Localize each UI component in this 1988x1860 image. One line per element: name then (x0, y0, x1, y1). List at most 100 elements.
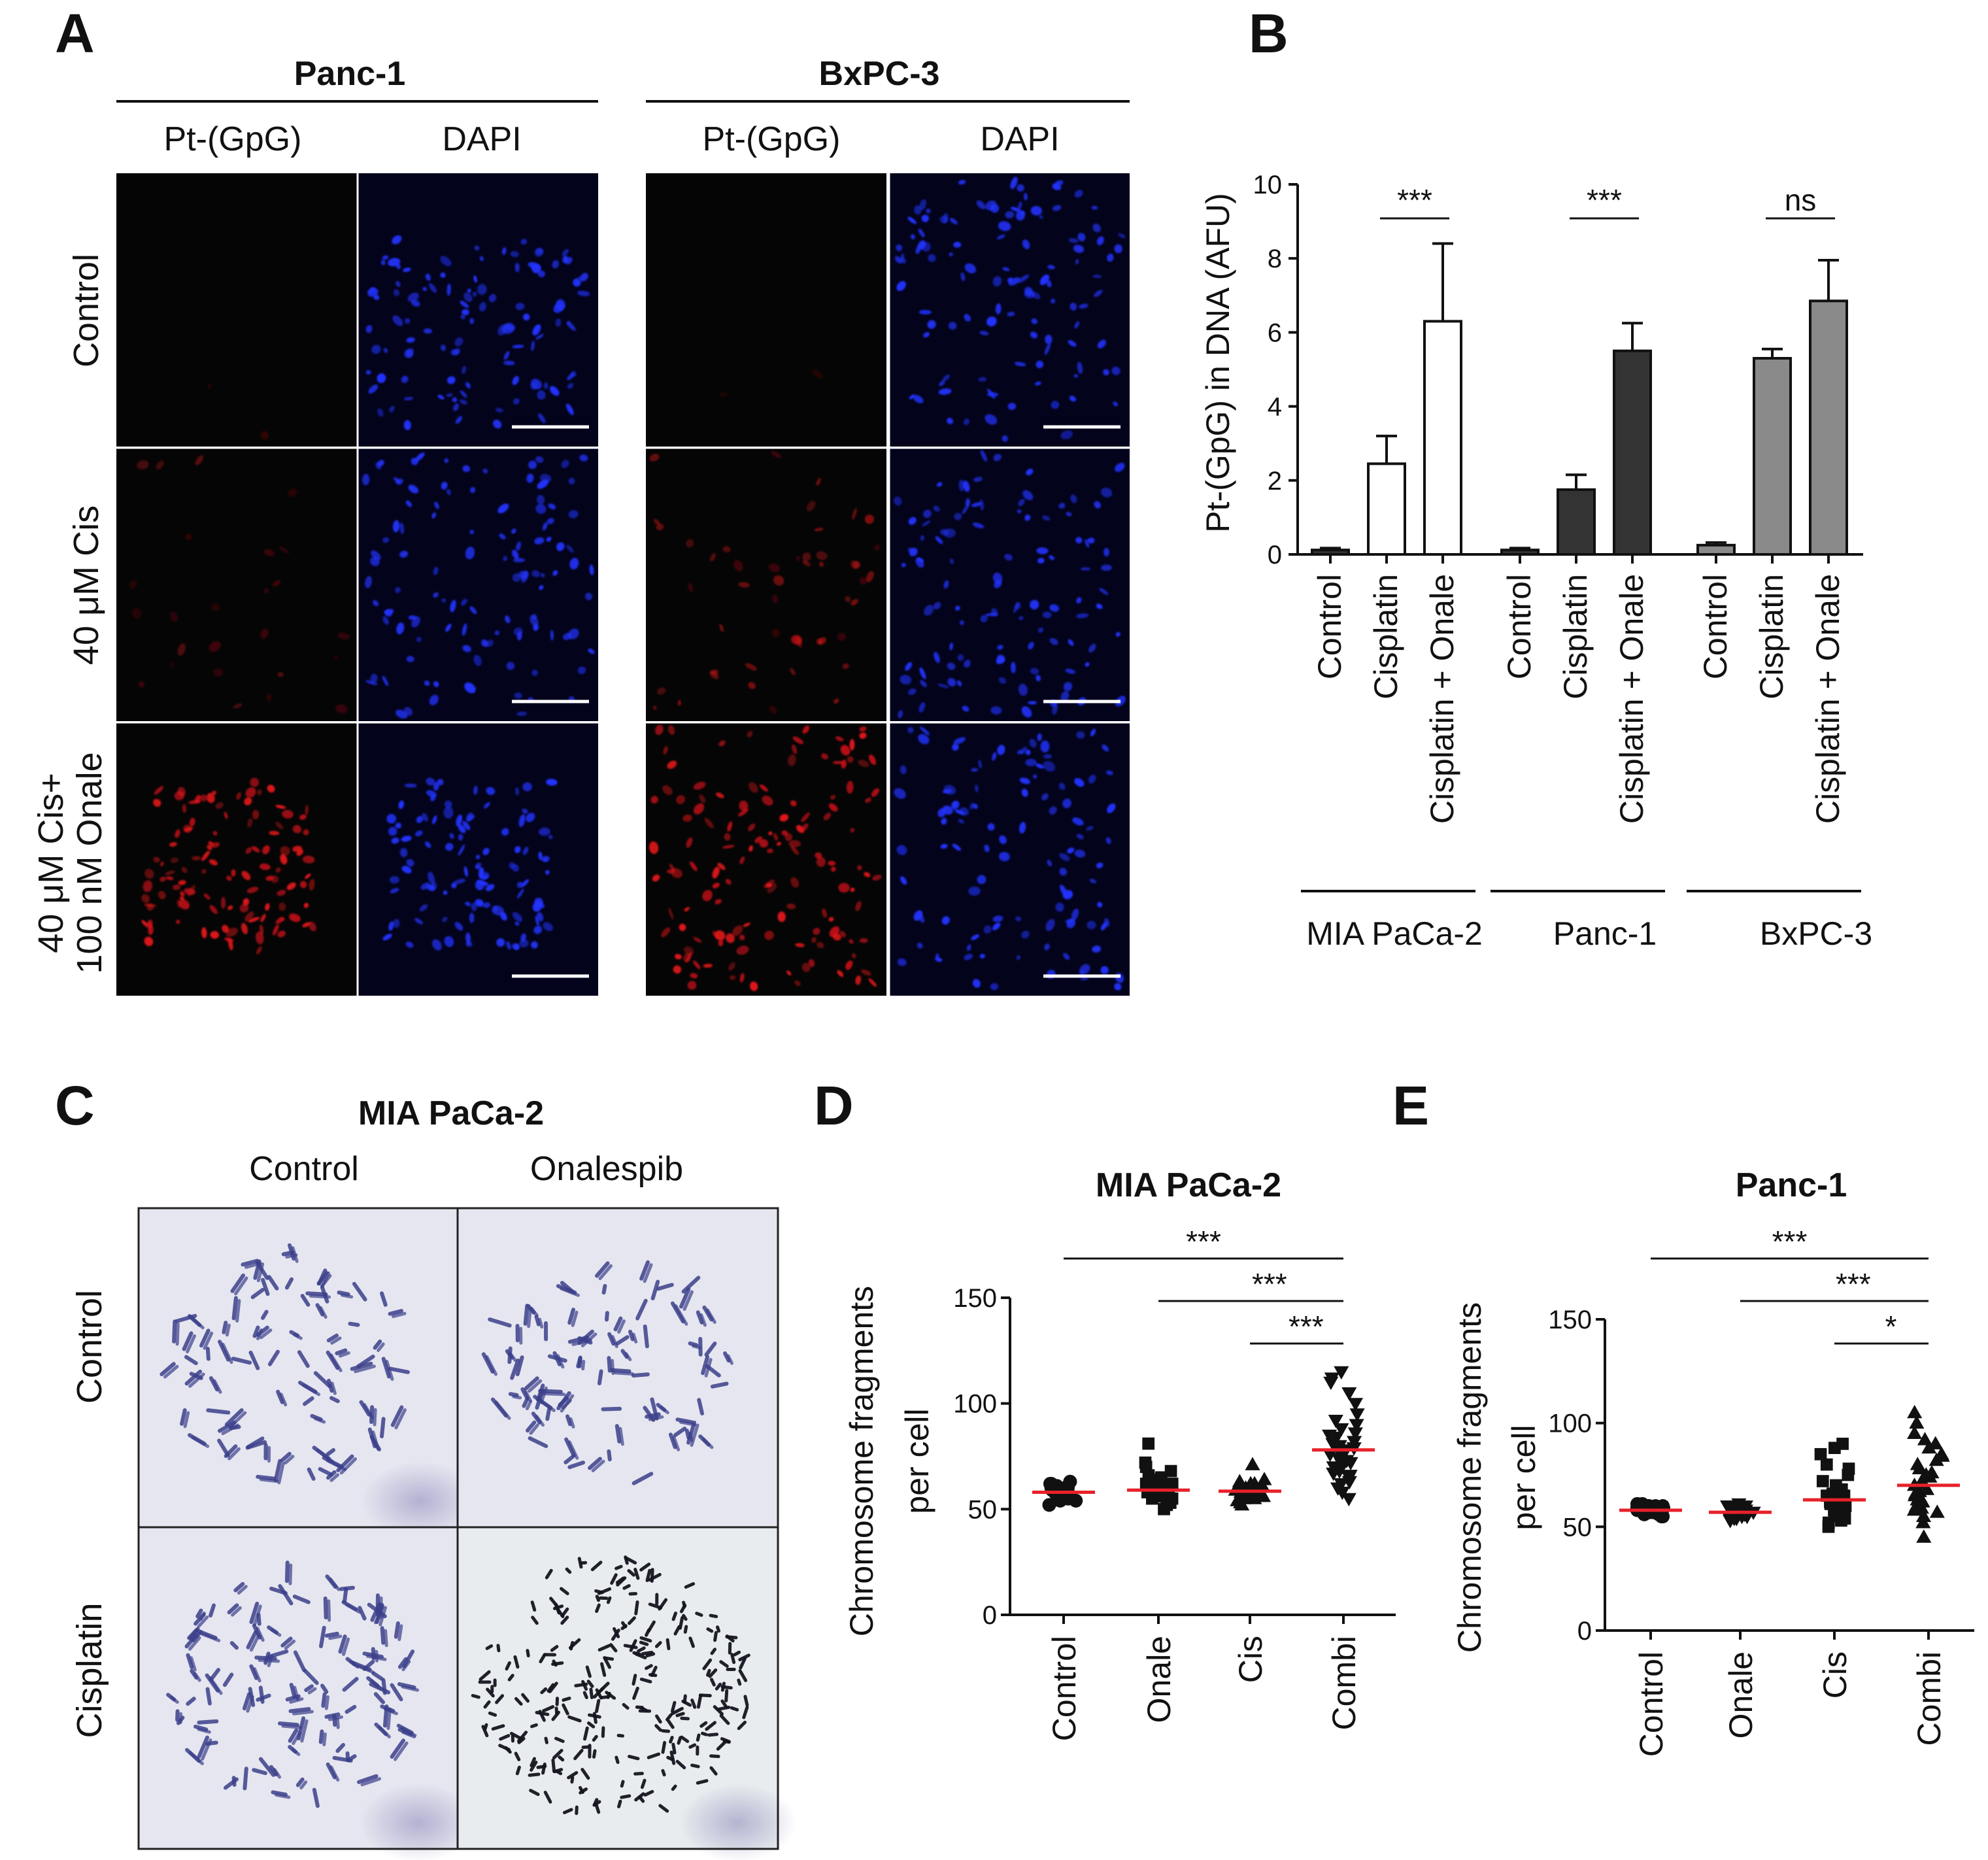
dapi-nucleus-dot (972, 522, 985, 529)
dapi-nucleus-dot (441, 598, 446, 603)
pt-gpg-nucleus-dot (856, 865, 862, 871)
pt-gpg-nucleus-dot (286, 882, 296, 890)
dapi-nucleus-dot (403, 267, 411, 273)
dapi-nucleus-dot (1002, 267, 1010, 271)
dapi-nucleus-dot (389, 875, 399, 884)
dapi-nucleus-dot (440, 256, 452, 267)
chromosome (245, 1440, 267, 1450)
dapi-nucleus-dot (462, 465, 470, 473)
dapi-nucleus-dot (1085, 539, 1090, 548)
dapi-nucleus-dot (458, 824, 466, 834)
dapi-nucleus-dot (555, 318, 562, 327)
pt-gpg-nucleus-dot (687, 981, 697, 990)
chromosome (280, 1636, 293, 1648)
pt-gpg-nucleus-dot (821, 753, 828, 760)
chromosome (639, 1260, 650, 1281)
pt-gpg-nucleus-dot (739, 800, 749, 811)
chromosome (284, 1277, 294, 1290)
dapi-nucleus-dot (1097, 339, 1106, 348)
dapi-nucleus-dot (1075, 259, 1079, 265)
dapi-nucleus-dot (918, 228, 925, 237)
pt-gpg-nucleus-dot (652, 705, 657, 711)
pt-gpg-nucleus-dot (747, 730, 753, 738)
dapi-nucleus-dot (469, 318, 475, 324)
chromosome (276, 1389, 284, 1404)
chromosome (737, 1720, 747, 1731)
dapi-nucleus-dot (1091, 205, 1098, 210)
dapi-nucleus-dot (389, 405, 395, 413)
dapi-nucleus-dot (538, 827, 550, 836)
dapi-nucleus-dot (430, 794, 436, 802)
dapi-nucleus-dot (483, 802, 490, 809)
pt-gpg-nucleus-dot (722, 546, 731, 553)
dapi-nucleus-dot (371, 550, 381, 560)
dapi-nucleus-dot (433, 592, 439, 598)
dapi-nucleus-dot (446, 393, 453, 397)
pt-gpg-nucleus-dot (822, 908, 828, 918)
pt-gpg-nucleus-dot (265, 903, 270, 911)
chromosome (601, 1406, 622, 1412)
dapi-nucleus-dot (454, 922, 463, 931)
pt-gpg-nucleus-dot (222, 924, 229, 933)
dapi-nucleus-dot (949, 642, 954, 651)
pt-gpg-nucleus-dot (210, 931, 220, 939)
chromosome (261, 1310, 269, 1320)
pt-gpg-nucleus-dot (837, 633, 847, 641)
dapi-nucleus-dot (422, 286, 428, 292)
significance-label: *** (1772, 1225, 1808, 1259)
pt-gpg-nucleus-dot (333, 656, 339, 660)
chromatid (567, 1440, 579, 1460)
pt-gpg-nucleus-dot (849, 739, 855, 751)
pt-gpg-nucleus-dot (189, 817, 195, 827)
chromosome (335, 1743, 345, 1753)
chromosome (224, 1408, 244, 1427)
dapi-nucleus-dot (972, 979, 981, 988)
dapi-nucleus-dot (954, 513, 962, 520)
chromatid (273, 1768, 282, 1779)
y-tick-label: 0 (1268, 541, 1282, 569)
dapi-nucleus-dot (938, 388, 952, 395)
chromosome (579, 1787, 588, 1795)
x-tick-label: Cisplatin + Onale (1424, 574, 1460, 824)
data-point (1909, 1415, 1925, 1429)
chromosome (507, 1674, 514, 1682)
chromosome (668, 1432, 677, 1449)
dapi-nucleus-dot (392, 315, 403, 326)
chromosome (255, 1260, 269, 1280)
chromosome (388, 1309, 403, 1316)
chromosome (600, 1662, 607, 1677)
dapi-nucleus-dot (571, 371, 577, 377)
chromosome (335, 1348, 348, 1355)
dapi-nucleus-dot (1075, 537, 1083, 544)
dapi-nucleus-dot (923, 331, 930, 338)
chromatid (279, 1393, 288, 1407)
dapi-nucleus-dot (995, 303, 1002, 314)
dapi-nucleus-dot (458, 834, 463, 841)
chromatid (231, 1606, 242, 1617)
dapi-nucleus-dot (422, 813, 428, 822)
dapi-nucleus-dot (1060, 430, 1073, 439)
pt-gpg-nucleus-dot (686, 837, 693, 848)
dapi-nucleus-dot (543, 922, 553, 932)
pt-gpg-nucleus-dot (269, 830, 280, 836)
dapi-nucleus-dot (406, 656, 414, 662)
pt-gpg-nucleus-dot (855, 901, 862, 911)
dapi-nucleus-dot (943, 212, 949, 224)
dapi-nucleus-dot (918, 702, 926, 713)
chromosome (708, 1668, 718, 1678)
pt-gpg-nucleus-dot (233, 703, 243, 709)
dapi-nucleus-dot (1002, 435, 1008, 442)
data-point (1349, 1408, 1365, 1422)
y-tick-label: 150 (1548, 1306, 1592, 1334)
dapi-nucleus-dot (404, 783, 417, 788)
dapi-nucleus-dot (514, 263, 520, 273)
dapi-nucleus-dot (461, 598, 467, 606)
chromatid (618, 1427, 624, 1446)
chromatid (203, 1331, 214, 1350)
data-point (1334, 1366, 1349, 1380)
dapi-nucleus-dot (462, 820, 471, 830)
dapi-nucleus-dot (580, 273, 588, 282)
significance-label: *** (1252, 1267, 1287, 1301)
dapi-nucleus-dot (1026, 468, 1034, 476)
dapi-nucleus-dot (503, 350, 510, 360)
